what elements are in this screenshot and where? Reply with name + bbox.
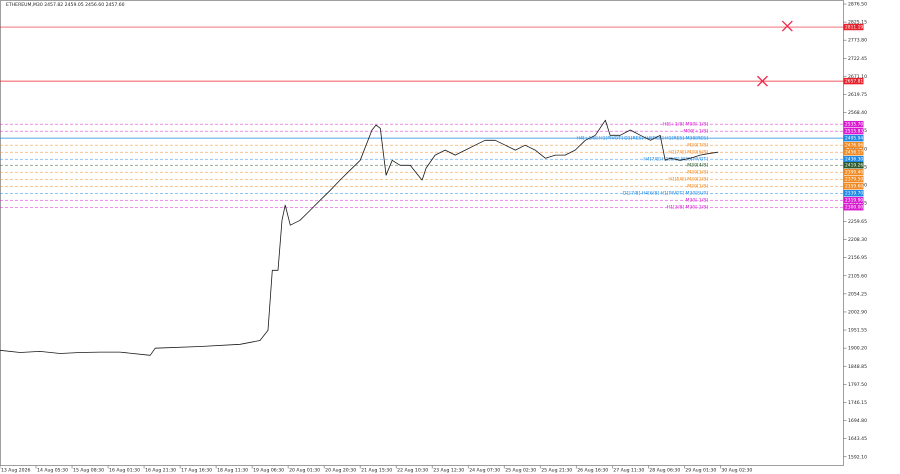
y-tick-label: 2568.40 [848, 110, 867, 116]
level-price-label: 2515.83 [845, 129, 863, 135]
level-price-label: 2319.90 [845, 198, 863, 204]
x-tick-label: 16 Aug 01:30 [109, 468, 140, 474]
x-tick-label: 24 Aug 07:30 [469, 468, 500, 474]
level-price-label: 2657.81 [845, 79, 863, 85]
level-price-label: 2359.60 [845, 184, 863, 190]
level-price-box [843, 134, 864, 142]
level-price-box [843, 23, 864, 31]
level-label: H5[+1/8] M00[-1/8] [663, 122, 708, 128]
level-price-box [843, 141, 864, 149]
level-label: M30[4/8] [687, 163, 708, 169]
y-tick-label: 2156.95 [848, 255, 867, 261]
y-tick-label: 1951.55 [848, 328, 867, 334]
level-label: H1[7/8] M30[6/8] [668, 150, 708, 156]
y-tick-label: 1900.20 [848, 346, 867, 352]
x-tick-label: 17 Aug 16:30 [181, 468, 212, 474]
level-label: M30[-1/8] [686, 198, 709, 204]
level-label: H1[3/8] M30[-2/8] [667, 205, 708, 211]
level-price-label: 2339.70 [845, 191, 863, 197]
x-tick-label: 25 Aug 02:30 [505, 468, 536, 474]
level-price-box [843, 183, 864, 190]
level-price-label: 2456.17 [845, 150, 863, 156]
level-price-box [843, 204, 864, 211]
level-price-box [843, 127, 864, 135]
x-tick-label: 20 Aug 20:30 [325, 468, 356, 474]
y-tick-label: 2671.10 [848, 74, 867, 80]
y-tick-label: 2722.45 [848, 56, 867, 62]
y-tick-label: 2876.50 [848, 2, 867, 8]
y-tick-label: 1694.80 [848, 418, 867, 424]
x-tick-label: 30 Aug 02:30 [721, 468, 752, 474]
x-tick-label: 14 Aug 05:30 [37, 468, 68, 474]
x-tick-label: 23 Aug 12:30 [433, 468, 464, 474]
level-price-label: 2476.06 [845, 143, 863, 149]
y-tick-label: 1592.10 [848, 454, 867, 460]
x-tick-label: 18 Aug 11:30 [217, 468, 248, 474]
level-label: M30[1/8] [687, 184, 708, 190]
y-tick-label: 2105.60 [848, 273, 867, 279]
level-price-label: 2300.00 [845, 205, 863, 211]
level-price-box [843, 148, 864, 156]
x-tick-label: 28 Aug 06:30 [649, 468, 680, 474]
level-price-box [843, 197, 864, 204]
y-tick-label: 1797.50 [848, 382, 867, 388]
y-tick-label: 2002.90 [848, 309, 867, 315]
x-tick-label: 21 Aug 15:30 [361, 468, 392, 474]
level-price-label: 2535.70 [845, 122, 863, 128]
y-tick-label: 2208.30 [848, 237, 867, 243]
chart-title: ETHEREUM,M30 2457.82 2459.05 2456.60 245… [6, 2, 125, 8]
y-tick-label: 2259.65 [848, 219, 867, 225]
level-price-label: 2419.26 [845, 163, 863, 169]
level-price-label: 2495.94 [845, 136, 863, 142]
y-tick-label: 1848.85 [848, 364, 867, 370]
level-price-label: 2811.19 [845, 25, 863, 31]
level-price-label: 2436.30 [845, 157, 863, 163]
level-price-label: 2379.50 [845, 177, 863, 183]
plot-frame [0, 0, 844, 466]
x-tick-label: 15 Aug 08:30 [73, 468, 104, 474]
x-tick-label: 16 Aug 21:30 [145, 468, 176, 474]
level-price-box [843, 176, 864, 183]
y-tick-label: 2825.15 [848, 20, 867, 26]
x-tick-label: 25 Aug 21:30 [541, 468, 572, 474]
cross-marker [757, 75, 768, 87]
level-price-box [843, 120, 864, 128]
cross-marker [781, 20, 793, 32]
level-price-label: 2399.40 [845, 170, 863, 176]
level-price-box [843, 77, 864, 85]
level-label: H1[5/8] M30[2/8] [668, 177, 708, 183]
price-line [0, 119, 719, 356]
level-label: D1[7/8] H4[6/8] H1[PIVOT] M30[SUP] [623, 191, 708, 197]
y-tick-label: 2311.65 [848, 201, 867, 207]
level-price-box [843, 190, 864, 197]
x-tick-label: 13 Aug 2026 [1, 468, 31, 474]
x-tick-label: 29 Aug 01:30 [685, 468, 716, 474]
x-tick-label: 26 Aug 16:30 [577, 468, 608, 474]
y-tick-label: 1746.15 [848, 400, 867, 406]
level-label: M30[7/8] [687, 143, 708, 149]
y-tick-label: 2054.25 [848, 291, 867, 297]
x-tick-label: 20 Aug 01:30 [289, 468, 320, 474]
y-tick-label: 1643.45 [848, 436, 867, 442]
level-label: M30[3/8] [687, 170, 708, 176]
y-tick-label: 2619.75 [848, 92, 867, 98]
x-tick-label: 19 Aug 06:30 [253, 468, 284, 474]
x-tick-label: 22 Aug 10:30 [397, 468, 428, 474]
level-price-box [843, 161, 864, 169]
x-tick-label: 27 Aug 11:30 [613, 468, 644, 474]
level-label: M00[+1/8] [683, 129, 708, 135]
level-label: H4[+1/8] H1[PIVOT] D1[RES] H4[RES] H1[RE… [577, 136, 709, 142]
level-price-box [843, 155, 864, 163]
level-price-box [843, 168, 864, 176]
y-tick-label: 2773.80 [848, 38, 867, 44]
